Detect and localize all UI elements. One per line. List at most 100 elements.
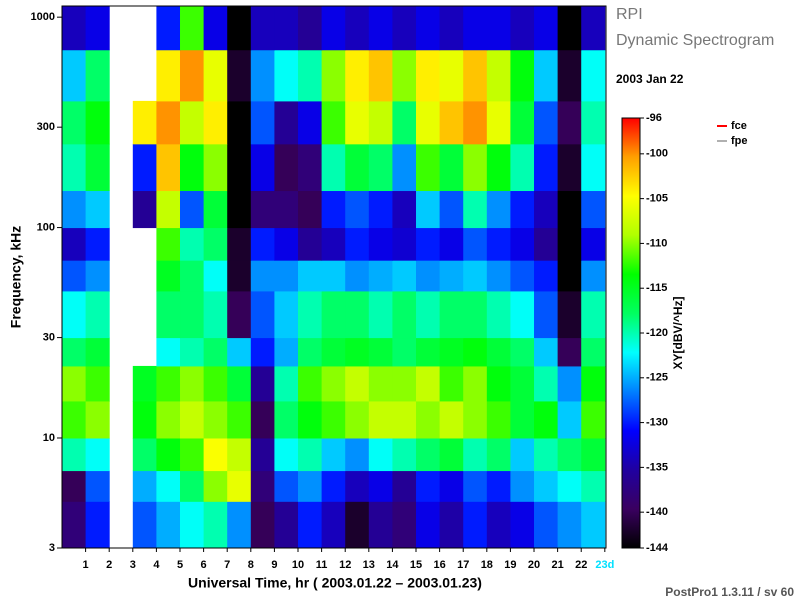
cell (85, 501, 110, 549)
cell (180, 49, 205, 102)
cell (510, 260, 535, 292)
cell (368, 6, 393, 51)
cell (581, 6, 606, 51)
cell (510, 400, 535, 439)
cell (156, 400, 181, 439)
cell (227, 6, 252, 51)
cell (321, 190, 346, 229)
y-tick-label: 100 (37, 221, 55, 233)
cell (416, 437, 441, 472)
cell (298, 100, 323, 145)
cell (227, 470, 252, 502)
cell (486, 470, 511, 502)
cell (345, 337, 370, 367)
cell (368, 501, 393, 549)
cell (486, 290, 511, 339)
cell (581, 337, 606, 367)
cell (463, 501, 488, 549)
cell (534, 470, 559, 502)
cell (510, 143, 535, 192)
cell (345, 470, 370, 502)
cell (557, 437, 582, 472)
cell (581, 400, 606, 439)
cell (581, 227, 606, 261)
cell (180, 290, 205, 339)
cell (368, 290, 393, 339)
cell (156, 143, 181, 192)
cell (85, 290, 110, 339)
cell (416, 227, 441, 261)
cell (392, 190, 417, 229)
cell (416, 260, 441, 292)
cell (203, 400, 228, 439)
cell (180, 190, 205, 229)
x-tick-label: 12 (339, 559, 351, 571)
cell (298, 227, 323, 261)
y-tick-label: 300 (37, 121, 55, 133)
cell (416, 190, 441, 229)
x-axis-label: Universal Time, hr ( 2003.01.22 – 2003.0… (188, 575, 482, 591)
cell (345, 49, 370, 102)
cell (203, 49, 228, 102)
cell (534, 49, 559, 102)
cell (62, 400, 87, 439)
cell (510, 100, 535, 145)
cell (298, 260, 323, 292)
y-tick-label: 3 (49, 542, 55, 554)
cell (227, 400, 252, 439)
cell (321, 290, 346, 339)
cell (132, 365, 157, 402)
cell (416, 49, 441, 102)
cell (156, 6, 181, 51)
cell (298, 6, 323, 51)
cell (463, 260, 488, 292)
colorbar-tick-label: -96 (646, 112, 662, 124)
cell (274, 400, 299, 439)
cell (581, 501, 606, 549)
cell (203, 290, 228, 339)
cell (534, 337, 559, 367)
title: RPI (616, 6, 643, 23)
y-axis-label: Frequency, kHz (8, 226, 24, 328)
cell (581, 290, 606, 339)
x-tick-label: 14 (386, 559, 399, 571)
cell (274, 143, 299, 192)
cell (203, 470, 228, 502)
cell (368, 400, 393, 439)
cell (321, 227, 346, 261)
y-tick-label: 1000 (31, 11, 55, 23)
cell (250, 470, 275, 502)
cell (85, 143, 110, 192)
cell (298, 470, 323, 502)
cell (534, 227, 559, 261)
cell (62, 227, 87, 261)
cell (321, 49, 346, 102)
x-tick-label: 11 (316, 559, 328, 571)
cell (274, 190, 299, 229)
cell (85, 227, 110, 261)
x-tick-label: 1 (83, 559, 89, 571)
cell (132, 100, 157, 145)
cell (557, 290, 582, 339)
cell (227, 290, 252, 339)
cell (345, 227, 370, 261)
cell (368, 337, 393, 367)
cell (392, 337, 417, 367)
cell (62, 365, 87, 402)
cell (298, 337, 323, 367)
cell (534, 400, 559, 439)
cell (557, 190, 582, 229)
colorbar-tick-label: -115 (646, 282, 667, 294)
cell (321, 365, 346, 402)
cell (463, 6, 488, 51)
cell (486, 143, 511, 192)
cell (392, 501, 417, 549)
cell (368, 437, 393, 472)
cell (486, 437, 511, 472)
cell (203, 100, 228, 145)
cell (250, 337, 275, 367)
cell (274, 6, 299, 51)
cell (180, 227, 205, 261)
colorbar-tick-label: -120 (646, 327, 668, 339)
cell (203, 437, 228, 472)
